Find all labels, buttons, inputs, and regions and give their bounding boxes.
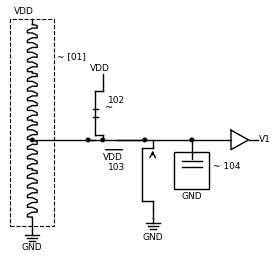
Text: ~: ~ (105, 103, 113, 113)
Bar (10, 18, 54, 226)
Circle shape (30, 138, 34, 142)
Circle shape (143, 138, 147, 142)
Bar (174, 152, 209, 189)
Text: 102: 102 (108, 96, 125, 105)
Text: V1: V1 (259, 135, 271, 144)
Text: VDD: VDD (90, 64, 110, 73)
Circle shape (86, 138, 90, 142)
Circle shape (101, 138, 104, 142)
Text: GND: GND (22, 243, 43, 252)
Text: GND: GND (181, 192, 202, 201)
Text: ~ 104: ~ 104 (213, 162, 241, 171)
Circle shape (190, 138, 194, 142)
Text: ~ [01]: ~ [01] (57, 52, 86, 61)
Text: VDD: VDD (103, 153, 123, 162)
Text: GND: GND (142, 233, 163, 242)
Text: VDD: VDD (14, 7, 33, 16)
Text: 103: 103 (108, 163, 125, 172)
